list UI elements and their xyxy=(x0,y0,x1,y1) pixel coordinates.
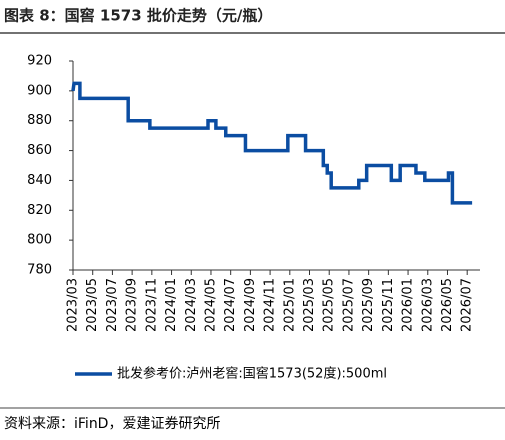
x-tick-label: 2023/09 xyxy=(125,278,140,332)
x-tick-label: 2023/07 xyxy=(105,278,120,332)
y-tick-label: 860 xyxy=(27,143,52,158)
x-tick-label: 2024/09 xyxy=(243,278,258,332)
x-tick-label: 2025/03 xyxy=(302,278,317,332)
x-tick-label: 2023/03 xyxy=(66,278,81,332)
x-tick-label: 2026/05 xyxy=(440,278,455,332)
x-tick-label: 2025/05 xyxy=(322,278,337,332)
series-line xyxy=(71,81,473,205)
y-tick-label: 920 xyxy=(27,54,52,69)
y-tick-label: 880 xyxy=(27,113,52,128)
source-note: 资料来源：iFinD，爱建证券研究所 xyxy=(4,416,220,432)
y-tick-label: 900 xyxy=(27,83,52,98)
x-tick-label: 2024/11 xyxy=(263,278,278,332)
x-tick-label: 2026/01 xyxy=(401,278,416,332)
x-tick-label: 2025/09 xyxy=(361,278,376,332)
y-tick-label: 820 xyxy=(27,203,52,218)
x-tick-label: 2024/05 xyxy=(203,278,218,332)
y-tick-label: 800 xyxy=(27,233,52,248)
x-tick-label: 2024/07 xyxy=(223,278,238,332)
x-tick-label: 2025/01 xyxy=(282,278,297,332)
x-tick-label: 2023/11 xyxy=(144,278,159,332)
x-tick-label: 2026/07 xyxy=(460,278,475,332)
x-tick-label: 2025/07 xyxy=(341,278,356,332)
chart-title: 图表 8：国窖 1573 批价走势（元/瓶） xyxy=(4,7,272,25)
y-tick-label: 840 xyxy=(27,173,52,188)
legend-label: 批发参考价:泸州老窖:国窖1573(52度):500ml xyxy=(117,366,387,382)
x-tick-label: 2023/05 xyxy=(85,278,100,332)
x-tick-label: 2024/01 xyxy=(164,278,179,332)
x-tick-label: 2024/03 xyxy=(184,278,199,332)
y-tick-label: 780 xyxy=(27,263,52,278)
x-tick-label: 2025/11 xyxy=(381,278,396,332)
x-tick-label: 2026/03 xyxy=(420,278,435,332)
